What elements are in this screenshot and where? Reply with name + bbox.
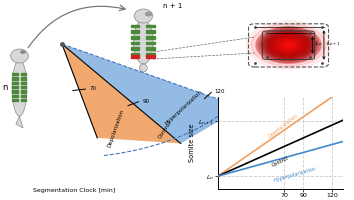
Ellipse shape	[12, 60, 27, 116]
Text: Hyperpolarization: Hyperpolarization	[164, 89, 204, 126]
Circle shape	[261, 30, 316, 60]
Bar	[131, 42, 139, 44]
Bar	[146, 47, 155, 50]
Bar	[12, 77, 18, 80]
Ellipse shape	[21, 51, 25, 53]
Bar	[21, 90, 26, 93]
Bar	[21, 77, 26, 80]
Text: $L_n$: $L_n$	[315, 40, 322, 48]
Bar	[131, 47, 139, 50]
Circle shape	[256, 27, 321, 63]
Polygon shape	[62, 44, 181, 143]
Ellipse shape	[134, 9, 153, 23]
Text: 70: 70	[90, 86, 97, 91]
Bar	[21, 99, 26, 101]
Bar	[12, 90, 18, 93]
Circle shape	[278, 39, 299, 51]
Circle shape	[270, 35, 307, 55]
Text: Hyperpolarization: Hyperpolarization	[273, 166, 316, 183]
Ellipse shape	[139, 64, 147, 72]
Bar	[146, 53, 155, 55]
Text: Control: Control	[271, 156, 289, 168]
Circle shape	[145, 12, 152, 16]
Polygon shape	[62, 44, 242, 143]
Circle shape	[281, 41, 296, 49]
Circle shape	[258, 28, 319, 62]
Bar	[146, 36, 155, 39]
Text: Depolarization: Depolarization	[267, 113, 298, 139]
Circle shape	[265, 32, 312, 58]
Bar	[131, 25, 139, 27]
Circle shape	[287, 44, 290, 46]
Circle shape	[276, 38, 301, 52]
Text: $L_{n+1}$: $L_{n+1}$	[326, 40, 341, 48]
Bar	[12, 86, 18, 88]
Text: Segmentation Clock [min]: Segmentation Clock [min]	[33, 188, 115, 193]
Circle shape	[279, 40, 298, 50]
Bar	[131, 53, 139, 55]
Bar	[21, 73, 26, 75]
Circle shape	[246, 21, 331, 69]
Circle shape	[256, 27, 321, 63]
Ellipse shape	[133, 20, 153, 64]
Bar	[12, 82, 18, 84]
Ellipse shape	[11, 49, 28, 63]
Bar	[21, 95, 26, 97]
Bar	[146, 55, 155, 58]
Circle shape	[259, 29, 318, 61]
Text: n + 1: n + 1	[163, 3, 182, 9]
Bar	[12, 99, 18, 101]
Circle shape	[272, 36, 305, 54]
Text: Control: Control	[157, 121, 172, 140]
Bar	[21, 82, 26, 84]
Circle shape	[263, 31, 314, 59]
Circle shape	[267, 33, 310, 57]
Bar	[146, 25, 155, 27]
Bar	[131, 36, 139, 39]
Y-axis label: Somite size: Somite size	[189, 124, 195, 162]
Bar	[131, 30, 139, 33]
Bar	[131, 55, 139, 58]
Bar	[146, 30, 155, 33]
Circle shape	[269, 34, 308, 56]
Text: 120: 120	[215, 89, 225, 94]
Text: Depolarization: Depolarization	[107, 109, 125, 148]
Bar	[146, 42, 155, 44]
Circle shape	[251, 24, 326, 66]
Bar	[21, 86, 26, 88]
Text: 90: 90	[142, 99, 149, 104]
Polygon shape	[16, 116, 23, 128]
Text: n: n	[2, 83, 8, 92]
Bar	[12, 73, 18, 75]
Circle shape	[274, 37, 303, 53]
Circle shape	[285, 43, 292, 47]
Circle shape	[283, 42, 294, 48]
Bar	[12, 95, 18, 97]
